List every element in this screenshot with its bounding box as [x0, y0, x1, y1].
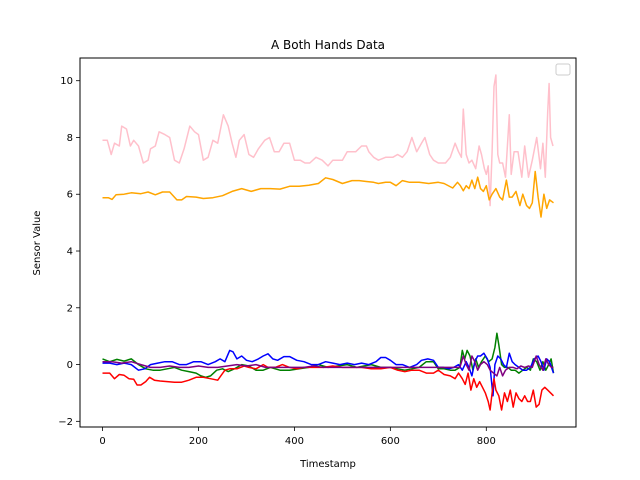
axis-ticks: 0 200 400 600 800 −2 0 2 4 6 8 10	[58, 76, 496, 447]
series-line-5	[102, 355, 554, 377]
x-tick-label: 0	[99, 436, 105, 447]
y-tick-label: 10	[60, 76, 73, 87]
x-tick-label: 400	[285, 436, 304, 447]
axes-frame	[79, 57, 577, 428]
y-tick-label: 2	[67, 303, 73, 314]
y-tick-label: −2	[58, 417, 73, 428]
y-tick-label: 6	[67, 190, 73, 201]
legend-box	[555, 63, 571, 76]
x-axis-label: Timestamp	[299, 459, 356, 470]
plot-area	[102, 74, 555, 411]
series-line-3	[102, 349, 555, 397]
y-tick-label: 8	[67, 133, 73, 144]
y-tick-label: 4	[67, 247, 73, 258]
y-tick-label: 0	[67, 360, 73, 371]
series-line-0	[102, 74, 554, 207]
chart-title: A Both Hands Data	[271, 38, 385, 52]
x-tick-label: 600	[381, 436, 400, 447]
series-line-2	[102, 332, 555, 379]
series-line-1	[102, 170, 554, 218]
x-tick-label: 200	[189, 436, 208, 447]
y-axis-label: Sensor Value	[32, 211, 43, 276]
series-line-4	[102, 363, 555, 411]
x-tick-label: 800	[477, 436, 496, 447]
